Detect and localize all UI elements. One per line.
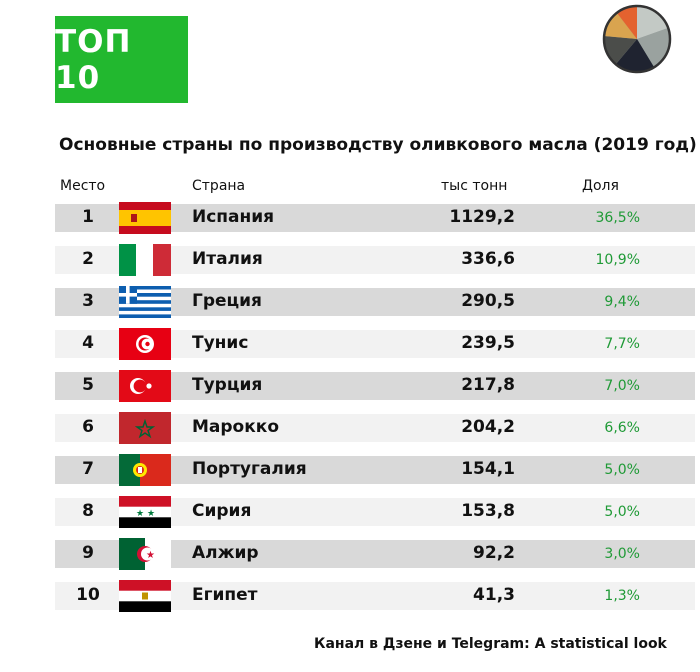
share-cell: 7,7%	[604, 336, 640, 352]
share-cell: 36,5%	[595, 210, 640, 226]
rank-cell: 4	[82, 333, 94, 353]
header-country: Страна	[192, 178, 246, 194]
share-cell: 1,3%	[604, 588, 640, 604]
svg-text:★: ★	[147, 509, 155, 519]
table-body: 1 Испания 1129,2 36,5% 2 Италия 336,6 10…	[55, 202, 695, 624]
table-row: 7 Португалия 154,1 5,0%	[55, 454, 695, 486]
footer-credit: Канал в Дзене и Telegram: A statistical …	[314, 636, 667, 652]
share-cell: 9,4%	[604, 294, 640, 310]
country-cell: Марокко	[192, 417, 279, 437]
rank-cell: 10	[76, 585, 100, 605]
country-cell: Турция	[192, 375, 263, 395]
share-cell: 6,6%	[604, 420, 640, 436]
pie-logo-icon	[602, 4, 672, 74]
italy-flag-icon	[119, 244, 171, 276]
rank-cell: 3	[82, 291, 94, 311]
country-cell: Испания	[192, 207, 275, 227]
syria-flag-icon: ★ ★	[119, 496, 171, 528]
spain-flag-icon	[119, 202, 171, 234]
country-cell: Греция	[192, 291, 262, 311]
value-cell: 41,3	[473, 585, 515, 605]
share-cell: 5,0%	[604, 462, 640, 478]
country-cell: Тунис	[192, 333, 249, 353]
rank-cell: 9	[82, 543, 94, 563]
value-cell: 336,6	[461, 249, 515, 269]
rank-cell: 2	[82, 249, 94, 269]
svg-text:★: ★	[146, 550, 155, 561]
value-cell: 217,8	[461, 375, 515, 395]
table-row: 10 Египет 41,3 1,3%	[55, 580, 695, 612]
chart-title: Основные страны по производству оливково…	[59, 135, 697, 155]
greece-flag-icon	[119, 286, 171, 318]
rank-cell: 8	[82, 501, 94, 521]
morocco-flag-icon	[119, 412, 171, 444]
country-cell: Сирия	[192, 501, 252, 521]
table-row: 1 Испания 1129,2 36,5%	[55, 202, 695, 234]
svg-text:★: ★	[136, 509, 144, 519]
portugal-flag-icon	[119, 454, 171, 486]
turkey-flag-icon	[119, 370, 171, 402]
header-value: тыс тонн	[441, 178, 508, 194]
country-cell: Египет	[192, 585, 258, 605]
header-share: Доля	[582, 178, 619, 194]
country-cell: Португалия	[192, 459, 307, 479]
rank-cell: 6	[82, 417, 94, 437]
table-row: 2 Италия 336,6 10,9%	[55, 244, 695, 276]
country-cell: Алжир	[192, 543, 259, 563]
value-cell: 153,8	[461, 501, 515, 521]
value-cell: 239,5	[461, 333, 515, 353]
table-row: 6 Марокко 204,2 6,6%	[55, 412, 695, 444]
table-row: 4 Тунис 239,5 7,7%	[55, 328, 695, 360]
table-row: 8 ★ ★ Сирия 153,8 5,0%	[55, 496, 695, 528]
value-cell: 290,5	[461, 291, 515, 311]
rank-cell: 1	[82, 207, 94, 227]
rank-cell: 5	[82, 375, 94, 395]
tunisia-flag-icon	[119, 328, 171, 360]
rank-cell: 7	[82, 459, 94, 479]
table-row: 3 Греция 290,5 9,4%	[55, 286, 695, 318]
country-cell: Италия	[192, 249, 263, 269]
share-cell: 7,0%	[604, 378, 640, 394]
header-rank: Место	[60, 178, 106, 194]
algeria-flag-icon: ★	[119, 538, 171, 570]
value-cell: 92,2	[473, 543, 515, 563]
value-cell: 1129,2	[449, 207, 515, 227]
top10-badge-label: ТОП 10	[55, 23, 132, 96]
top10-badge: ТОП 10	[55, 16, 188, 103]
table-row: 9 ★ Алжир 92,2 3,0%	[55, 538, 695, 570]
egypt-flag-icon	[119, 580, 171, 612]
table-row: 5 Турция 217,8 7,0%	[55, 370, 695, 402]
value-cell: 154,1	[461, 459, 515, 479]
share-cell: 10,9%	[595, 252, 640, 268]
share-cell: 5,0%	[604, 504, 640, 520]
value-cell: 204,2	[461, 417, 515, 437]
share-cell: 3,0%	[604, 546, 640, 562]
